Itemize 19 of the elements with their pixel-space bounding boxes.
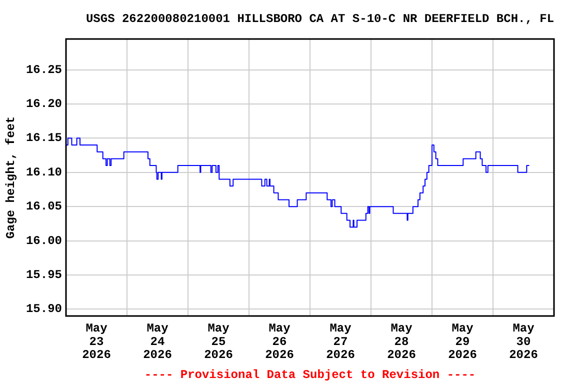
y-tick-label: 16.00 bbox=[26, 234, 62, 248]
x-tick-label: May 27 2026 bbox=[326, 322, 355, 362]
y-tick-label: 16.05 bbox=[26, 200, 62, 214]
y-tick-label: 16.15 bbox=[26, 131, 62, 146]
x-tick-label: May 25 2026 bbox=[204, 322, 233, 362]
y-tick-label: 15.90 bbox=[26, 302, 62, 316]
text: ---- Provisional Data Subject to Revision ---- bbox=[144, 368, 476, 382]
x-tick-label: May 24 2026 bbox=[143, 322, 172, 362]
y-axis-title: Gage height, feet bbox=[4, 116, 18, 239]
y-tick-label: 16.25 bbox=[26, 62, 62, 77]
x-tick-label: May 30 2026 bbox=[509, 322, 538, 362]
chart-title: USGS 262200080210001 HILLSBORO CA AT S-10-C NR DEERFIELD BCH., FL bbox=[86, 12, 554, 26]
y-tick-label: 16.10 bbox=[26, 165, 62, 180]
x-tick-label: May 29 2026 bbox=[448, 322, 477, 362]
x-tick-label: May 28 2026 bbox=[387, 322, 416, 362]
x-tick-label: May 26 2026 bbox=[265, 322, 294, 362]
y-tick-label: 15.95 bbox=[26, 268, 62, 282]
x-tick-label: May 23 2026 bbox=[82, 322, 111, 362]
y-tick-label: 16.20 bbox=[26, 96, 62, 111]
